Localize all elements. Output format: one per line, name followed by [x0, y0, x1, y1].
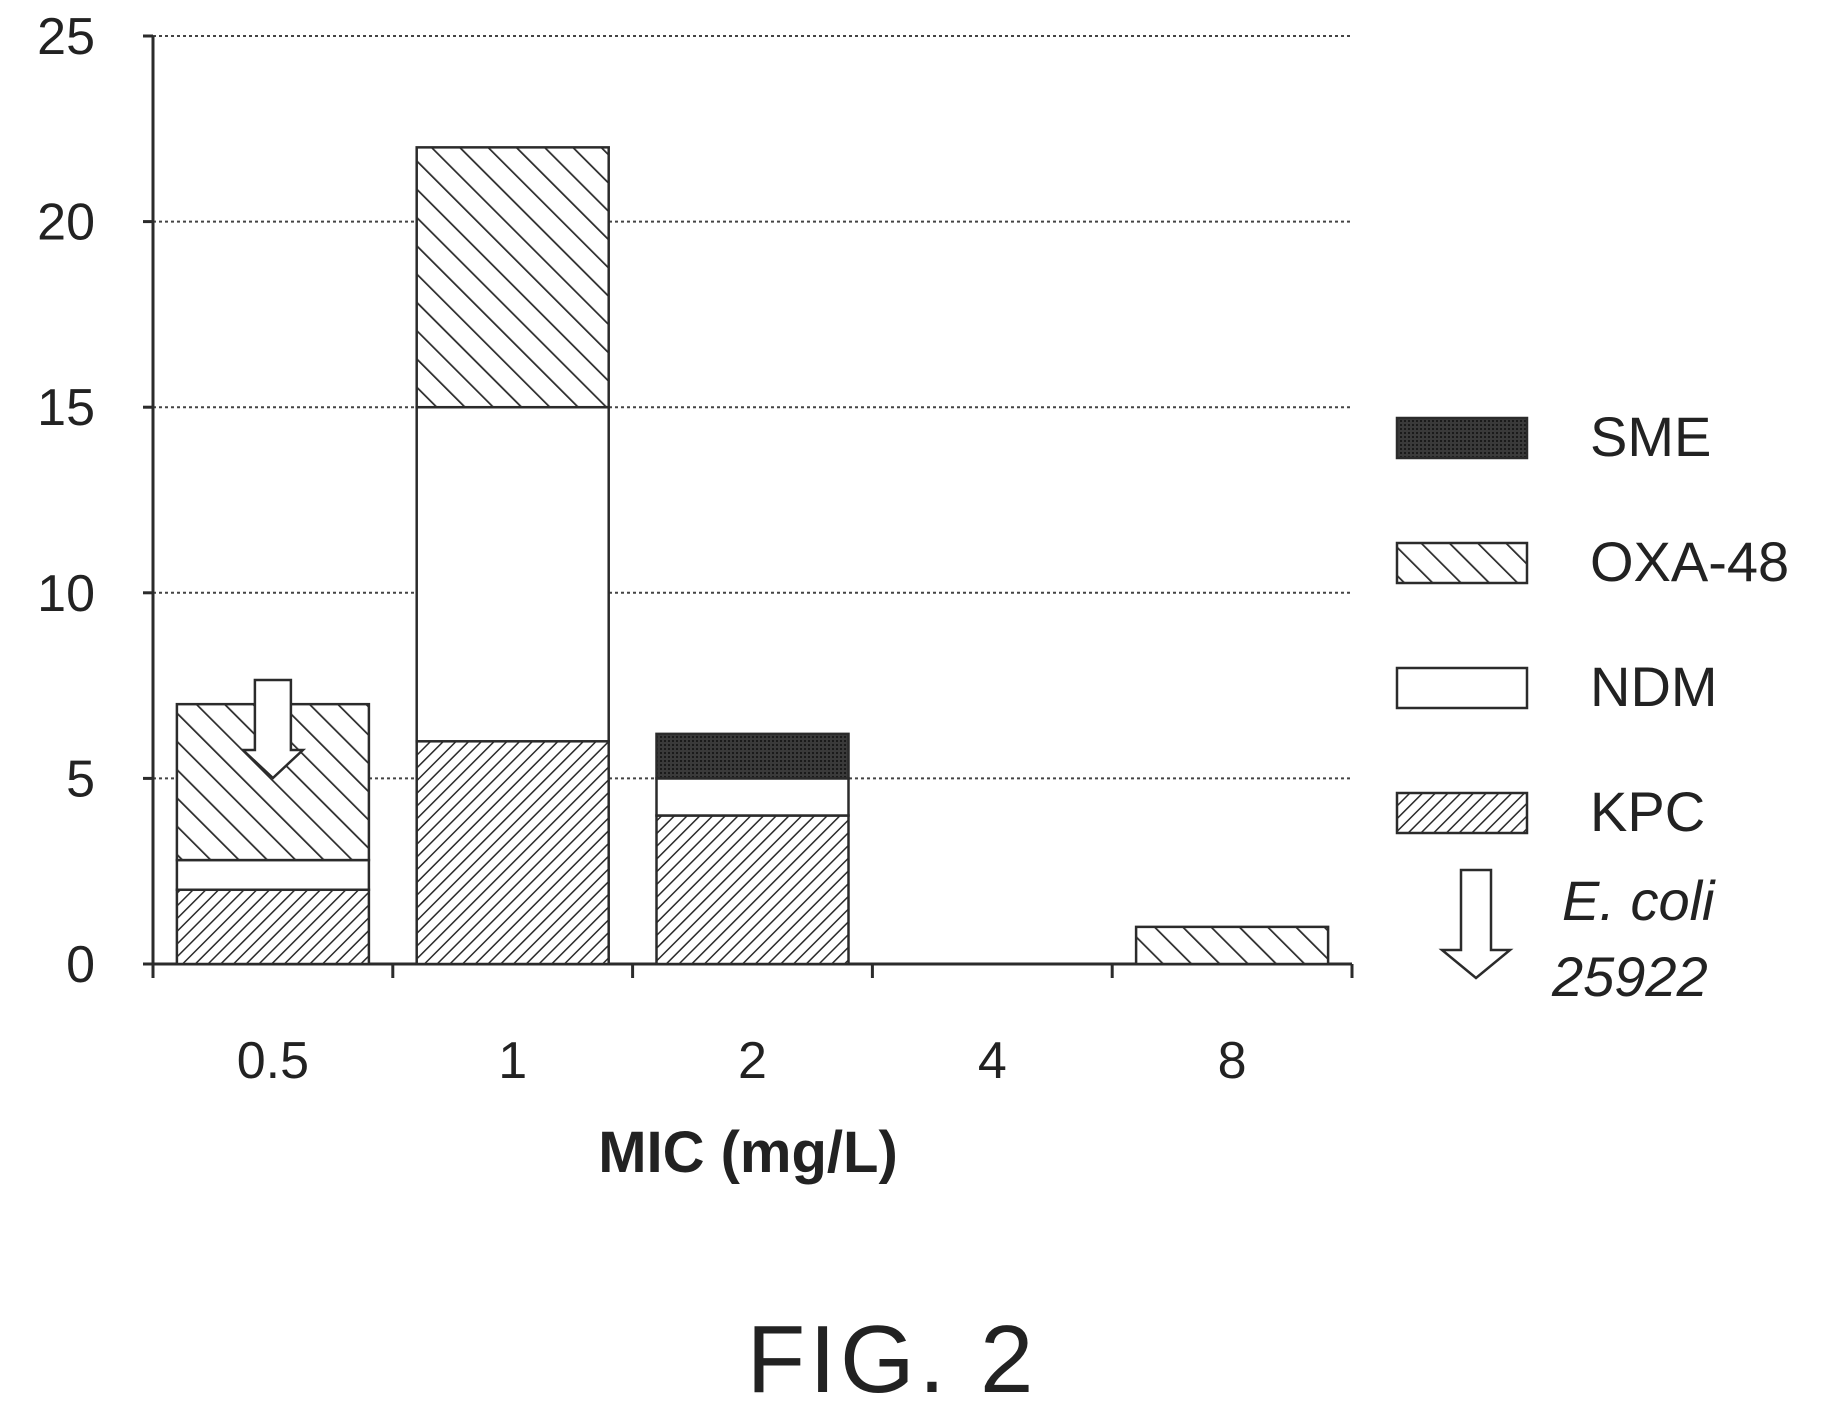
grid-lines — [153, 36, 1352, 778]
y-tick-label-5: 5 — [66, 750, 95, 808]
x-tick-label-2: 2 — [738, 1032, 767, 1090]
bar-ndm-0-5 — [177, 860, 369, 890]
legend-label-sme: SME — [1590, 405, 1711, 468]
legend-down-arrow-shape — [1442, 870, 1510, 978]
bars — [177, 147, 1328, 964]
legend-item-sme: SME — [1397, 405, 1711, 468]
y-tick-label-25: 25 — [37, 8, 95, 66]
y-tick-label-0: 0 — [66, 936, 95, 994]
x-tick-label-1: 1 — [498, 1032, 527, 1090]
bar-kpc-0-5 — [177, 890, 369, 964]
bar-sme-2 — [657, 734, 849, 779]
bar-kpc-1 — [417, 741, 609, 964]
x-axis-title: MIC (mg/L) — [598, 1120, 898, 1185]
legend-swatch-ndm — [1397, 668, 1527, 708]
legend-swatch-sme — [1397, 418, 1527, 458]
legend-item-kpc: KPC — [1397, 780, 1705, 843]
down-arrow-icon — [1442, 870, 1510, 978]
legend-swatch-oxa-48 — [1397, 543, 1527, 583]
legend-item-ecoli: E. coli 25922 — [1442, 869, 1716, 1008]
legend-label-kpc: KPC — [1590, 780, 1705, 843]
legend-item-oxa-48: OXA-48 — [1397, 530, 1789, 593]
legend-ecoli-line2: 25922 — [1551, 945, 1708, 1008]
x-tick-label-8: 8 — [1218, 1032, 1247, 1090]
bar-oxa-48-1 — [417, 147, 609, 407]
bar-ndm-1 — [417, 407, 609, 741]
bar-kpc-2 — [657, 816, 849, 964]
legend-label-oxa-48: OXA-48 — [1590, 530, 1789, 593]
y-tick-label-15: 15 — [37, 379, 95, 437]
x-tick-label-4: 4 — [978, 1032, 1007, 1090]
bar-oxa-48-8 — [1136, 927, 1328, 964]
figure-caption: FIG. 2 — [747, 1306, 1038, 1406]
legend: SME OXA-48 NDM KPC — [1397, 405, 1789, 843]
y-tick-label-20: 20 — [37, 194, 95, 252]
x-tick-label-0-5: 0.5 — [237, 1032, 309, 1090]
legend-swatch-kpc — [1397, 793, 1527, 833]
legend-item-ndm: NDM — [1397, 655, 1718, 718]
bar-ndm-2 — [657, 778, 849, 815]
legend-ecoli-line1: E. coli — [1562, 869, 1716, 932]
legend-label-ndm: NDM — [1590, 655, 1718, 718]
y-tick-label-10: 10 — [37, 565, 95, 623]
